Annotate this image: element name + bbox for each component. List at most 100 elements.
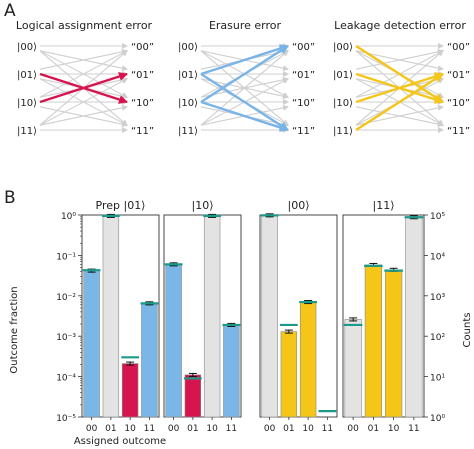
outcome-label: “11” xyxy=(292,126,315,137)
bar xyxy=(261,215,278,418)
bar xyxy=(344,319,362,418)
transition-arrow xyxy=(39,104,128,126)
state-label: |01⟩ xyxy=(178,70,198,81)
error-arrow xyxy=(200,72,289,132)
diagram-labels-erasure: |00⟩ “00” |01⟩ “01” |10⟩ “10” |11⟩ “11” xyxy=(178,42,315,137)
error-arrow xyxy=(200,100,289,132)
chart-panel: Prep |01⟩ 00 01 10 11 xyxy=(81,199,160,434)
y-tick-label-right: 10² xyxy=(430,333,445,343)
x-tick-label: 01 xyxy=(368,424,379,434)
error-arrow xyxy=(355,72,444,132)
x-tick-label: 10 xyxy=(124,424,136,434)
x-tick-label: 01 xyxy=(283,424,294,434)
transition-arrow xyxy=(355,48,444,70)
x-tick-label: 00 xyxy=(168,424,180,434)
x-tick-label: 00 xyxy=(264,424,276,434)
bar-charts: Prep |01⟩ 00 01 10 11 |10⟩ 00 01 10 11 |00⟩ 00 01 10 1… xyxy=(81,199,425,434)
diagram-labels-leakage: |00⟩ “00” |01⟩ “01” |10⟩ “10” |11⟩ “11” xyxy=(333,42,470,137)
state-label: |00⟩ xyxy=(178,42,198,53)
x-tick-label: 11 xyxy=(408,424,419,434)
bar xyxy=(299,301,317,418)
left-axis-ticks: 10⁰ 10⁻¹ 10⁻² 10⁻³ 10⁻⁴ 10⁻⁵ xyxy=(56,212,82,424)
error-arrow xyxy=(200,44,289,76)
chart-frame xyxy=(259,214,338,418)
y-tick-label-left: 10⁰ xyxy=(61,212,76,222)
x-tick-label: 11 xyxy=(322,424,333,434)
chart-title: Prep |01⟩ xyxy=(96,199,146,212)
bar xyxy=(223,324,240,418)
y-tick-label-right: 10⁵ xyxy=(430,212,445,222)
error-arrow xyxy=(200,44,289,104)
diagram-title-erasure: Erasure error xyxy=(209,19,282,32)
chart-title: |10⟩ xyxy=(192,199,214,212)
state-label: |00⟩ xyxy=(17,42,37,53)
bar xyxy=(385,269,403,418)
error-arrow xyxy=(355,72,444,104)
outcome-label: “00” xyxy=(447,42,470,53)
outcome-label: “00” xyxy=(131,42,154,53)
chart-frame xyxy=(342,214,425,418)
y-tick-label-left: 10⁻² xyxy=(56,293,76,303)
y-tick-label-left: 10⁻¹ xyxy=(56,252,76,262)
diagram-logical: Logical assignment error |00⟩ “00” |01⟩ “01… xyxy=(16,19,154,137)
error-arrow xyxy=(355,44,444,104)
panel-a-label: A xyxy=(4,1,16,21)
bar xyxy=(364,264,382,418)
bar xyxy=(102,215,120,418)
state-label: |11⟩ xyxy=(17,126,37,137)
diagram-arrows-logical xyxy=(39,43,128,133)
x-tick-label: 10 xyxy=(206,424,218,434)
diagram-arrows-erasure xyxy=(200,43,289,133)
panel-a-diagrams: Logical assignment error |00⟩ “00” |01⟩ “01… xyxy=(16,19,470,137)
transition-arrow xyxy=(39,50,128,98)
state-label: |10⟩ xyxy=(178,98,198,109)
state-label: |10⟩ xyxy=(333,98,353,109)
chart-title: |00⟩ xyxy=(288,199,310,212)
bar xyxy=(165,264,182,418)
state-label: |11⟩ xyxy=(333,126,353,137)
chart-panel: |11⟩ 00 01 10 11 xyxy=(342,199,425,434)
y-tick-label-right: 10⁴ xyxy=(430,252,445,262)
state-label: |10⟩ xyxy=(17,98,37,109)
bar xyxy=(83,270,100,418)
y-tick-label-left: 10⁻⁴ xyxy=(56,374,76,384)
state-label: |01⟩ xyxy=(17,70,37,81)
y-axis-label-left: Outcome fraction xyxy=(9,286,20,373)
chart-title: |11⟩ xyxy=(373,199,395,212)
diagram-title-leakage: Leakage detection error xyxy=(334,19,466,32)
diagram-title-logical: Logical assignment error xyxy=(16,19,153,32)
y-tick-label-right: 10¹ xyxy=(430,374,445,384)
chart-frame xyxy=(163,214,242,418)
y-tick-label-right: 10³ xyxy=(430,293,445,303)
bar xyxy=(121,363,139,418)
y-tick-label-left: 10⁻⁵ xyxy=(56,414,76,424)
x-tick-label: 00 xyxy=(86,424,98,434)
outcome-label: “11” xyxy=(447,126,470,137)
outcome-label: “11” xyxy=(131,126,154,137)
chart-panel: |10⟩ 00 01 10 11 xyxy=(163,199,242,434)
diagram-arrows-leakage xyxy=(355,43,444,133)
outcome-label: “01” xyxy=(292,70,315,81)
transition-arrow xyxy=(39,78,128,126)
bar xyxy=(280,331,298,418)
x-tick-label: 10 xyxy=(388,424,400,434)
y-tick-label-right: 10⁰ xyxy=(430,414,445,424)
x-tick-label: 01 xyxy=(105,424,116,434)
transition-arrow xyxy=(355,104,444,126)
x-tick-label: 10 xyxy=(302,424,314,434)
x-tick-label: 00 xyxy=(347,424,359,434)
outcome-label: “01” xyxy=(131,70,154,81)
panel-b-label: B xyxy=(4,188,16,208)
x-tick-label: 11 xyxy=(226,424,237,434)
state-label: |00⟩ xyxy=(333,42,353,53)
bar xyxy=(141,303,158,418)
diagram-erasure: Erasure error |00⟩ “00” |01⟩ “01” |10⟩ “10” |1… xyxy=(178,19,315,137)
state-label: |11⟩ xyxy=(178,126,198,137)
outcome-label: “01” xyxy=(447,70,470,81)
x-axis-label: Assigned outcome xyxy=(74,436,166,447)
transition-arrow xyxy=(200,50,289,126)
chart-frame xyxy=(81,214,160,418)
right-axis-ticks: 10⁵ 10⁴ 10³ 10² 10¹ 10⁰ xyxy=(424,212,445,424)
diagram-labels-logical: |00⟩ “00” |01⟩ “01” |10⟩ “10” |11⟩ “11” xyxy=(17,42,154,137)
